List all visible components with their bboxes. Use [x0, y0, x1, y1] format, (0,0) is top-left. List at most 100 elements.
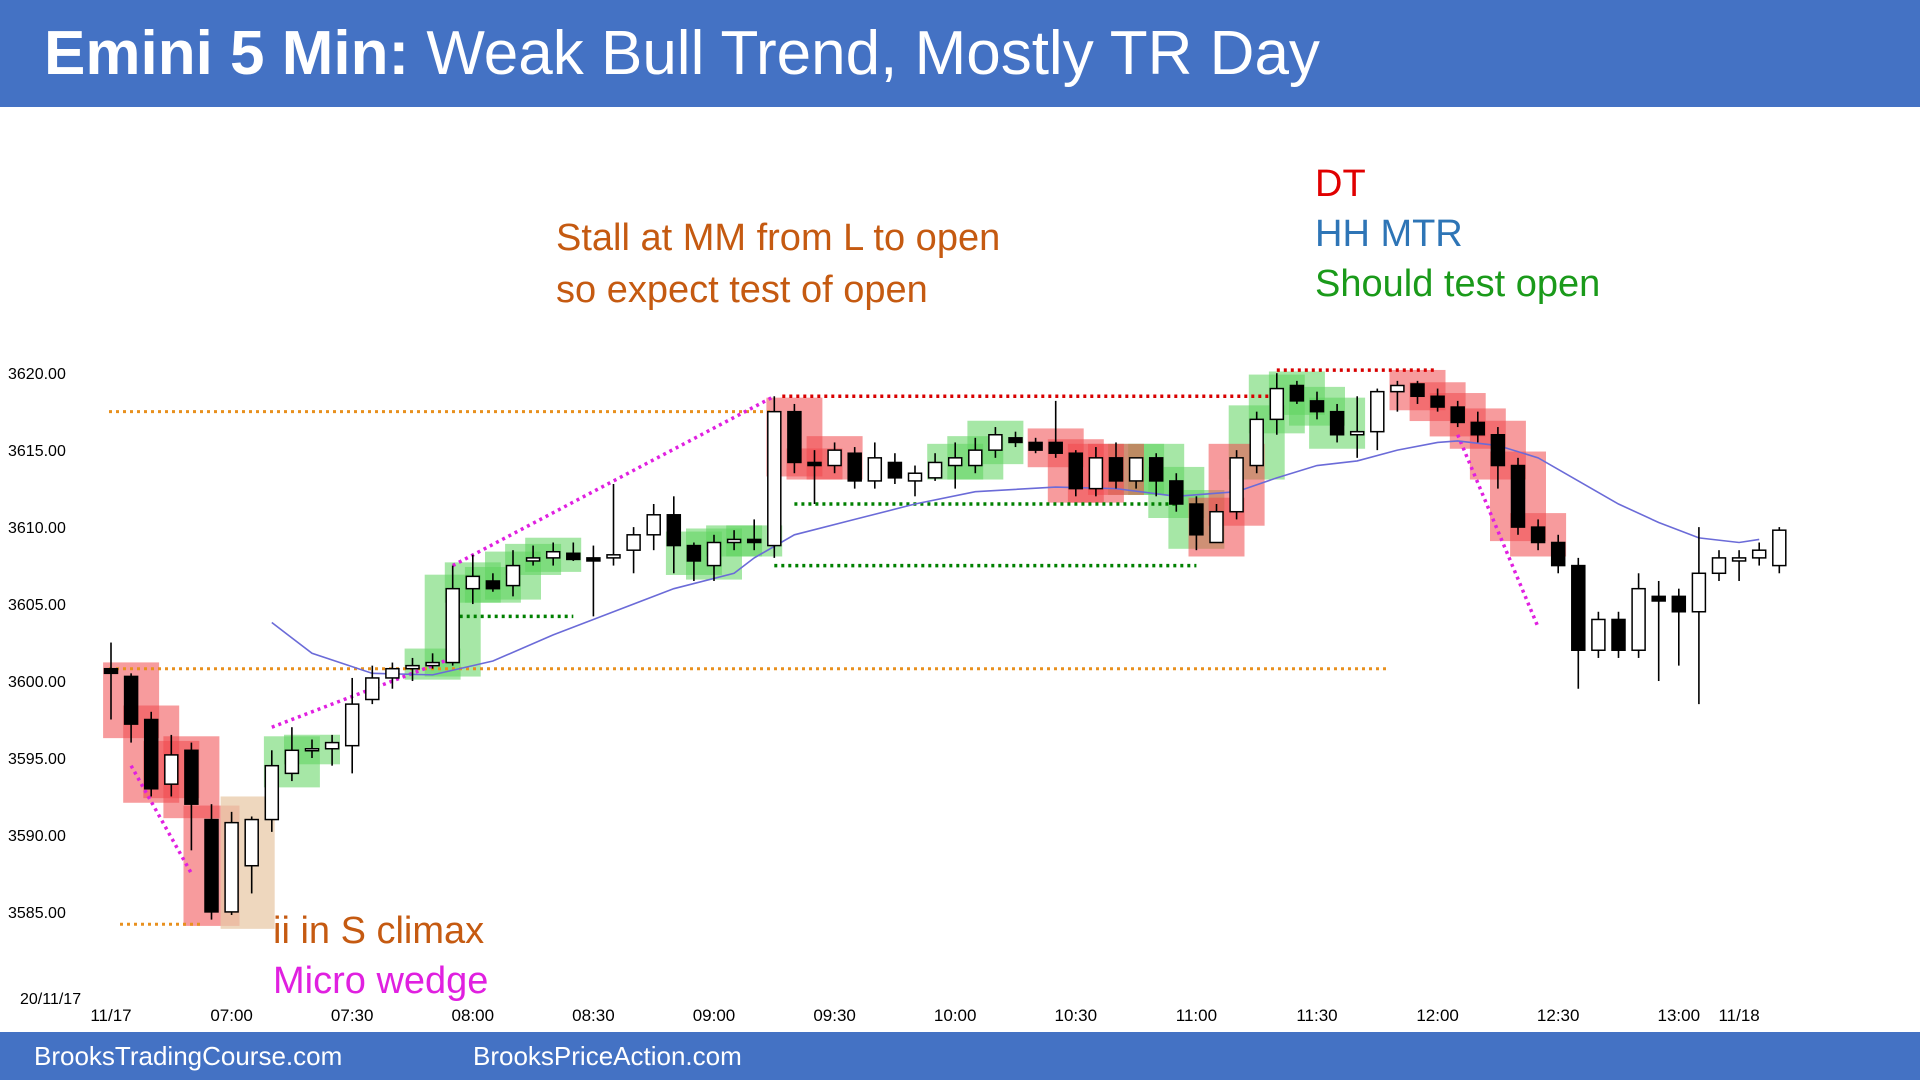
bear-candle [1571, 564, 1586, 651]
y-axis-tick-label: 3590.00 [8, 828, 66, 845]
bear-candle [686, 544, 702, 562]
annotation-hh-mtr: HH MTR [1315, 213, 1463, 255]
bull-trendline-upper [451, 394, 776, 568]
bull-candle [405, 664, 420, 670]
candlestick-chart: 3585.00 3590.00 3595.00 3600.00 3605.00 3610.… [8, 366, 1787, 1025]
y-axis-tick-label: 3620.00 [8, 366, 66, 383]
bear-candle [586, 557, 601, 562]
bear-candle [1309, 400, 1325, 413]
bear-candle [787, 410, 802, 464]
bull-candle [927, 461, 943, 479]
bull-candle [465, 575, 481, 590]
bull-candle [1269, 387, 1285, 421]
bear-candle [1550, 541, 1566, 567]
bull-candle [827, 449, 842, 467]
bull-candle [304, 748, 320, 752]
bear-candle [1068, 452, 1084, 490]
x-axis-tick-label: 07:00 [210, 1006, 253, 1025]
bull-candle [344, 703, 360, 747]
x-axis-tick-label: 11/18 [1718, 1006, 1759, 1025]
bull-candle [1349, 430, 1365, 436]
bear-candle [1148, 457, 1164, 482]
annotation-stall-line1: Stall at MM from L to open [556, 217, 1001, 259]
x-axis-tick-label: 07:30 [331, 1006, 374, 1025]
bull-candle [1631, 587, 1646, 651]
bear-candle [1169, 480, 1184, 505]
footer-link-right[interactable]: BrooksPriceAction.com [473, 1041, 742, 1071]
chart-title: Emini 5 Min: Weak Bull Trend, Mostly TR … [0, 0, 1920, 107]
bull-candle [968, 449, 983, 467]
y-axis-tick-label: 3615.00 [8, 443, 66, 460]
bear-candle [1430, 395, 1445, 408]
bear-candle [184, 749, 199, 805]
title-bold: Emini 5 Min: [44, 19, 410, 88]
bull-candle [646, 514, 661, 536]
bear-candle [887, 461, 903, 479]
bear-candle [807, 461, 822, 467]
x-axis-tick-label: 08:30 [572, 1006, 615, 1025]
y-axis-tick-label: 3585.00 [8, 905, 66, 922]
bear-candle [1671, 595, 1687, 613]
annotation-ii-climax: ii in S climax [273, 910, 485, 952]
bear-candle [1008, 437, 1023, 444]
bull-candle [988, 433, 1003, 451]
title-text: Weak Bull Trend, Mostly TR Day [426, 19, 1320, 88]
annotation-stall-line2: so expect test of open [556, 269, 928, 311]
bear-candle [1651, 595, 1666, 602]
bull-candle [425, 661, 440, 667]
bull-candle [545, 550, 561, 559]
bull-candle [525, 557, 541, 562]
bear-candle [1289, 384, 1305, 402]
bear-candle [485, 580, 501, 590]
y-axis-tick-label: 3610.00 [8, 520, 66, 537]
y-axis-tick-label: 3600.00 [8, 674, 66, 691]
x-axis-tick-label: 11/17 [90, 1006, 131, 1025]
bull-candle [505, 564, 521, 587]
bear-candle [1189, 503, 1204, 536]
bear-candle [1108, 457, 1124, 482]
bull-candle [264, 764, 280, 821]
bull-candle [606, 554, 621, 559]
bull-candle [1691, 572, 1707, 613]
x-axis-tick-label: 09:00 [693, 1006, 736, 1025]
bear-candle [746, 538, 762, 544]
bull-trendline [271, 656, 454, 729]
bear-candle [204, 818, 219, 913]
bull-candle [706, 541, 722, 567]
bear-candle [1329, 410, 1345, 436]
bull-candle [626, 534, 641, 551]
bear-candle [666, 514, 682, 547]
bull-candle [385, 667, 400, 679]
annotation-should-test-open: Should test open [1315, 263, 1601, 305]
bull-candle [1249, 418, 1264, 467]
x-axis-tick-label: 11:30 [1296, 1006, 1337, 1025]
bull-candle [244, 818, 259, 867]
bull-candle [947, 457, 963, 467]
bear-candle [1510, 464, 1526, 528]
bear-candle [1410, 383, 1425, 398]
bear-candle [1470, 421, 1486, 436]
y-axis-tick-label: 3595.00 [8, 751, 66, 768]
bear-candle [1048, 441, 1063, 454]
bull-candle [867, 457, 883, 482]
x-axis-tick-label: 12:00 [1416, 1006, 1459, 1025]
bear-candle [1530, 526, 1546, 544]
x-axis-tick-label: 08:00 [452, 1006, 495, 1025]
bull-candle [1370, 390, 1385, 433]
date-label: 20/11/17 [20, 991, 81, 1008]
bull-candle [1772, 529, 1787, 567]
bear-candle [123, 675, 139, 725]
bear-candle [1490, 433, 1506, 467]
bull-candle [284, 749, 300, 775]
ema-line [271, 440, 1760, 676]
bear-candle [847, 452, 862, 482]
bear-candle [566, 552, 581, 561]
bear-candle [1611, 618, 1626, 651]
bull-candle [1229, 457, 1244, 513]
footer-link-left[interactable]: BrooksTradingCourse.com [34, 1041, 343, 1071]
bull-candle [324, 741, 340, 750]
bull-candle [445, 587, 460, 664]
y-axis-tick-label: 3605.00 [8, 597, 66, 614]
bull-candle [1711, 557, 1727, 575]
bear-candle [1450, 406, 1465, 424]
